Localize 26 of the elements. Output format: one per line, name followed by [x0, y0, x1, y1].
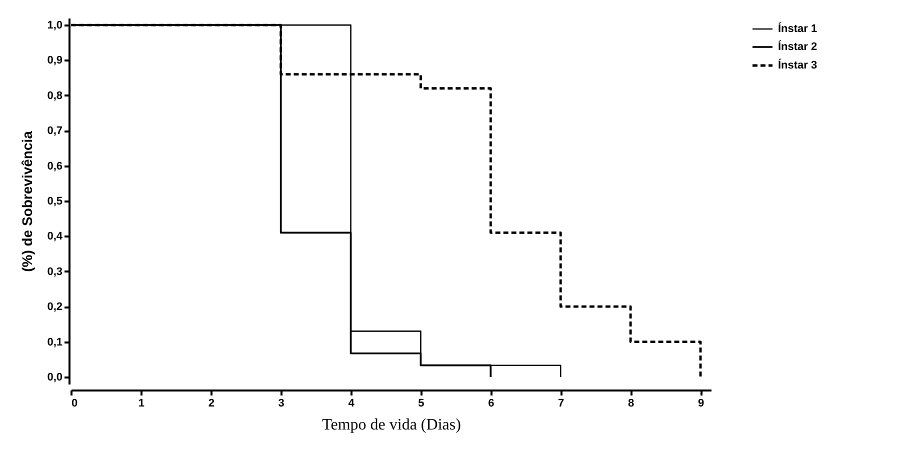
y-tick-label: 0,9 [47, 54, 62, 67]
y-tick-label: 0,1 [47, 336, 62, 348]
y-tick-label: 1,0 [47, 20, 62, 32]
legend-label: Ínstar 2 [778, 40, 818, 53]
x-tick-label: 6 [488, 398, 494, 410]
y-tick-label: 0,3 [47, 266, 62, 278]
y-axis-title: (%) de Sobrevivência [19, 130, 36, 272]
x-axis-title: Tempo de vida (Dias) [322, 416, 461, 434]
x-tick-label: 3 [278, 398, 284, 410]
y-tick-label: 0,7 [47, 125, 62, 138]
legend-label: Ínstar 1 [778, 22, 818, 35]
y-tick-label: 0,4 [47, 230, 64, 243]
y-tick-label: 0,0 [47, 371, 62, 384]
x-tick-label: 2 [208, 398, 214, 410]
x-tick-label: 0 [72, 398, 78, 410]
x-tick-label: 1 [138, 398, 145, 410]
x-tick-label: 8 [628, 398, 634, 410]
x-tick-label: 9 [698, 398, 704, 410]
legend-label: Ínstar 3 [778, 58, 818, 72]
x-tick-label: 4 [348, 398, 356, 410]
y-tick-label: 0,6 [47, 160, 62, 172]
y-tick-label: 0,2 [47, 301, 62, 314]
x-tick-label: 5 [418, 398, 424, 410]
x-tick-label: 7 [558, 398, 564, 410]
y-tick-label: 0,5 [47, 196, 62, 208]
y-tick-label: 0,8 [47, 90, 62, 102]
